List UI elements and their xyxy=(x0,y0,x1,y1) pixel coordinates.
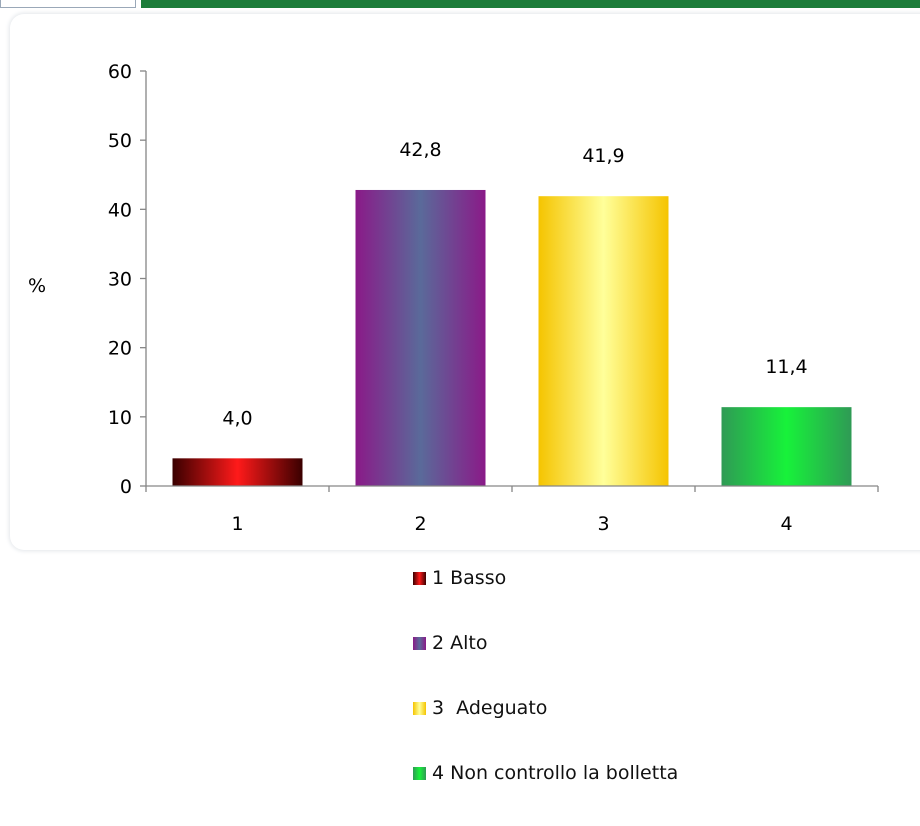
y-tick-label: 0 xyxy=(120,476,132,498)
bar-1 xyxy=(172,458,303,486)
y-tick-label: 50 xyxy=(108,130,132,152)
bars-layer: 4,0 42,8 41,9 11,4 xyxy=(172,139,852,487)
y-axis-label: % xyxy=(28,275,46,297)
x-tick-label-2: 2 xyxy=(414,513,426,535)
header-left-box xyxy=(0,0,136,8)
top-strip xyxy=(0,0,920,10)
legend-item-2: 2 Alto xyxy=(413,631,813,655)
bar-4 xyxy=(721,407,852,486)
y-tick-label: 20 xyxy=(108,338,132,360)
y-tick-label: 10 xyxy=(108,407,132,429)
legend-item-4: 4 Non controllo la bolletta xyxy=(413,761,813,785)
legend: 1 Basso 2 Alto 3 Adeguato 4 Non controllo l… xyxy=(413,566,813,826)
value-label-3: 41,9 xyxy=(582,145,624,167)
y-tick-label: 30 xyxy=(108,269,132,291)
legend-item-1: 1 Basso xyxy=(413,566,813,590)
legend-swatch xyxy=(413,766,426,780)
legend-label: 2 Alto xyxy=(432,632,488,654)
y-tick-label: 60 xyxy=(108,61,132,83)
axes-layer: 0 10 20 30 40 50 60 1 2 3 4 xyxy=(108,61,879,535)
legend-item-3: 3 Adeguato xyxy=(413,696,813,720)
legend-swatch xyxy=(413,636,426,650)
value-label-2: 42,8 xyxy=(399,139,441,161)
header-green-bar xyxy=(141,0,920,8)
x-tick-label-1: 1 xyxy=(231,513,243,535)
legend-label: 3 Adeguato xyxy=(432,697,548,719)
legend-swatch xyxy=(413,701,426,715)
legend-label: 1 Basso xyxy=(432,567,507,589)
x-tick-label-3: 3 xyxy=(597,513,609,535)
bar-2 xyxy=(355,189,486,486)
value-label-4: 11,4 xyxy=(765,356,807,378)
y-tick-label: 40 xyxy=(108,199,132,221)
legend-swatch xyxy=(413,571,426,585)
bar-chart: % 4,0 42,8 41,9 11,4 0 10 20 30 40 50 60 1 2 3 4 xyxy=(28,61,879,535)
value-label-1: 4,0 xyxy=(222,407,252,429)
x-tick-label-4: 4 xyxy=(780,513,792,535)
bar-3 xyxy=(538,196,669,487)
legend-label: 4 Non controllo la bolletta xyxy=(432,762,679,784)
